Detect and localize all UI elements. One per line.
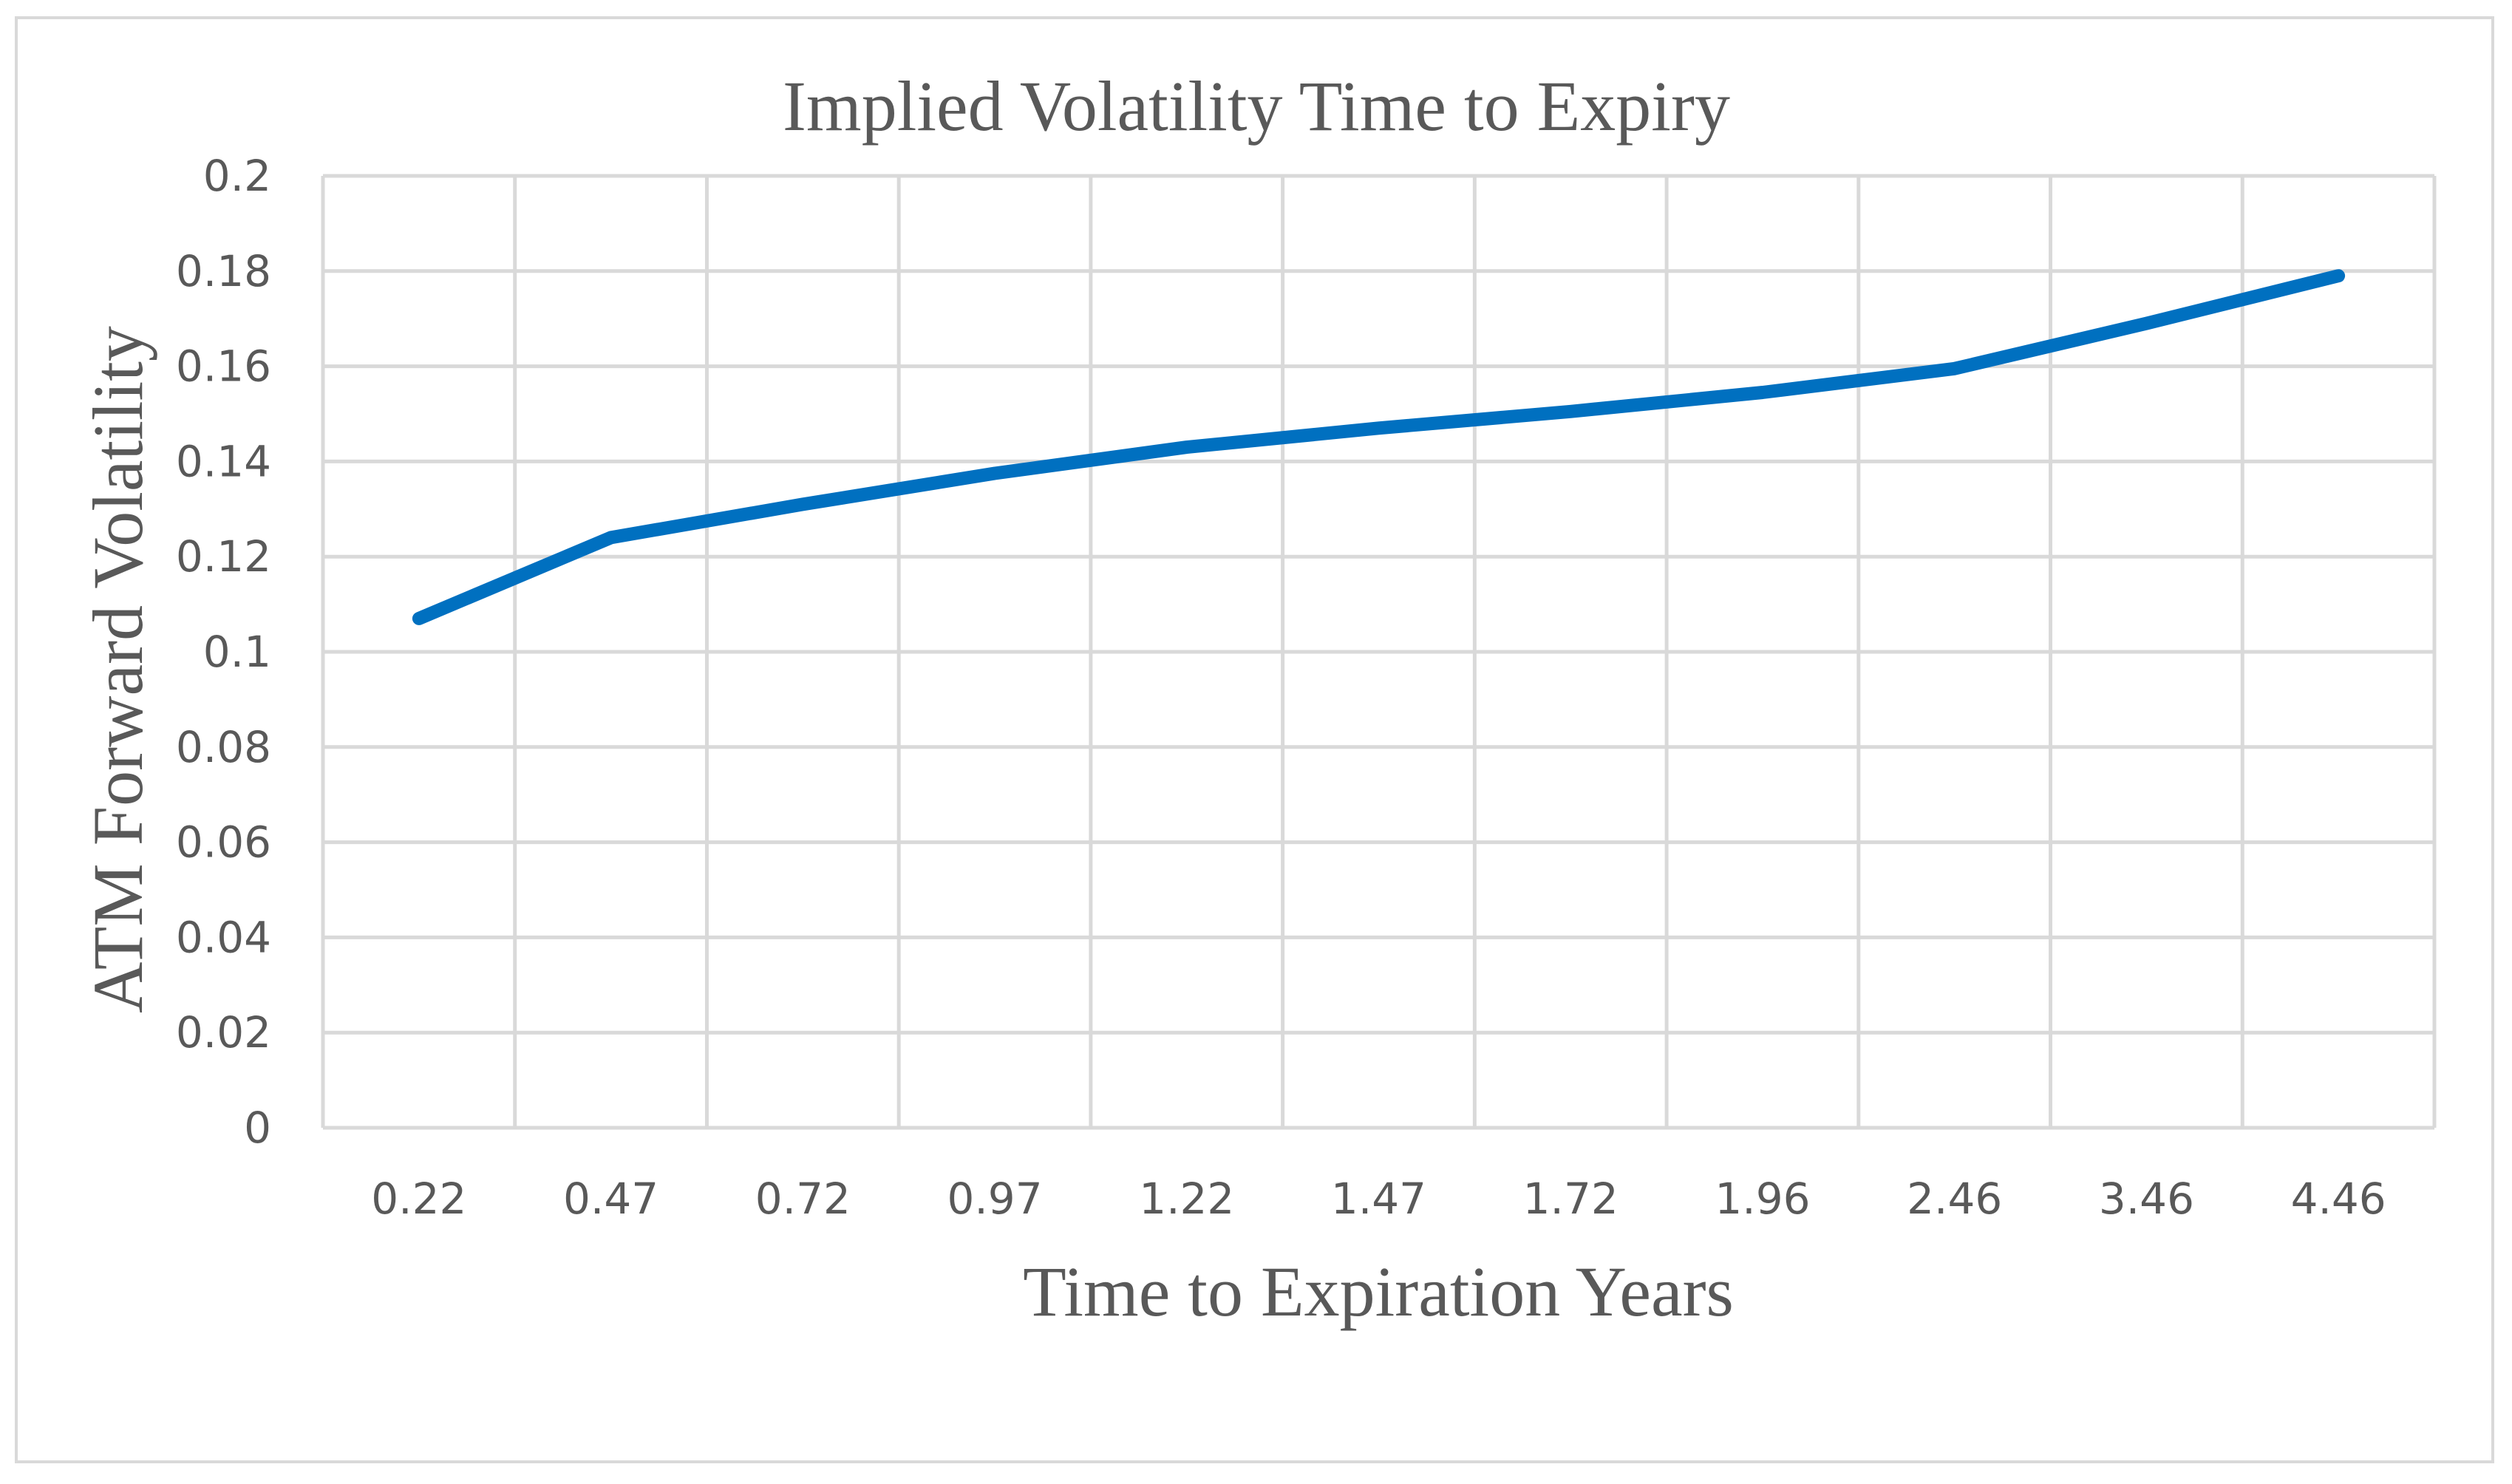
chart-frame xyxy=(15,16,2494,1463)
x-tick-label: 3.46 xyxy=(2099,1174,2194,1224)
y-tick-label: 0.1 xyxy=(203,627,271,677)
x-tick-label: 0.22 xyxy=(371,1174,466,1224)
series-layer xyxy=(412,269,2346,625)
y-tick-label: 0.12 xyxy=(176,531,271,582)
x-tick-label: 2.46 xyxy=(1907,1174,2002,1224)
x-tick-label: 1.22 xyxy=(1139,1174,1234,1224)
y-tick-label: 0.02 xyxy=(176,1007,271,1058)
y-tick-label: 0.04 xyxy=(176,912,271,962)
y-tick-label: 0.14 xyxy=(176,436,271,486)
y-tick-label: 0 xyxy=(244,1103,271,1153)
x-tick-label: 1.47 xyxy=(1331,1174,1426,1224)
y-tick-label: 0.2 xyxy=(203,151,271,201)
x-tick-label: 1.96 xyxy=(1715,1174,1810,1224)
x-tick-label: 4.46 xyxy=(2291,1174,2386,1224)
x-tick-label: 0.47 xyxy=(563,1174,658,1224)
series-line xyxy=(412,269,2346,625)
grid xyxy=(321,174,2437,1130)
x-axis-title: Time to Expiration Years xyxy=(1023,1252,1734,1331)
y-tick-label: 0.16 xyxy=(176,341,271,392)
y-tick-label: 0.06 xyxy=(176,817,271,868)
y-axis-title: ATM Forward Volatility xyxy=(78,326,157,1013)
x-axis-tick-labels: 0.22 0.47 0.72 0.97 1.22 1.47 1.72 1.96 2.46 3.46… xyxy=(371,1174,2386,1224)
y-tick-label: 0.08 xyxy=(176,722,271,772)
y-axis-tick-labels: 0 0.02 0.04 0.06 0.08 0.1 0.12 0.14 0.16 0.18 0.2 xyxy=(176,151,271,1153)
x-tick-label: 0.97 xyxy=(947,1174,1042,1224)
y-tick-label: 0.18 xyxy=(176,246,271,296)
x-tick-label: 0.72 xyxy=(755,1174,851,1224)
x-tick-label: 1.72 xyxy=(1523,1174,1618,1224)
chart-title: Implied Volatility Time to Expiry xyxy=(783,67,1730,146)
